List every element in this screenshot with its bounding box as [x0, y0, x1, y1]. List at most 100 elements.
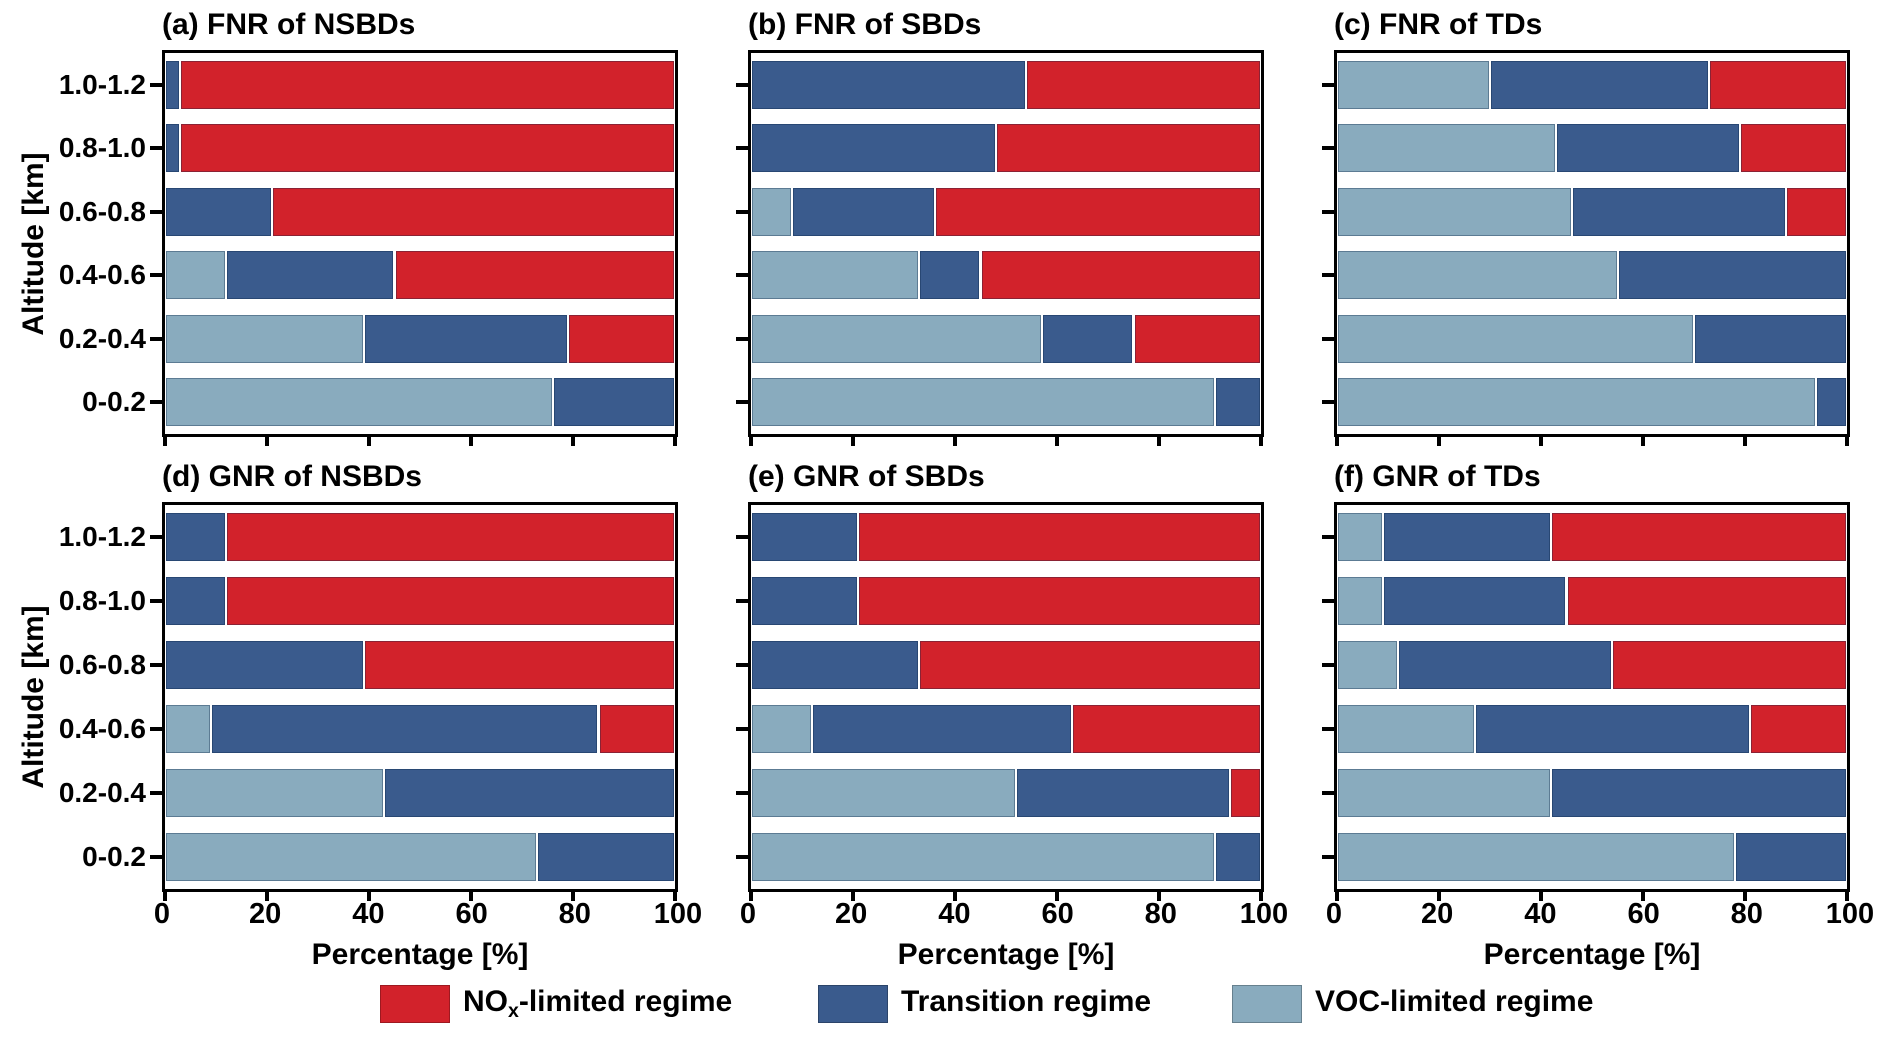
legend-label-voc: VOC-limited regime: [1315, 985, 1594, 1019]
bar-segment-voc: [1337, 832, 1735, 882]
x-axis-tick: [1055, 889, 1059, 901]
x-tick-label: 80: [1144, 898, 1177, 930]
x-tick-label: 20: [835, 898, 868, 930]
x-tick-label: 100: [1825, 898, 1875, 930]
x-axis-tick: [1335, 889, 1339, 901]
x-axis-tick: [1845, 434, 1849, 446]
stacked-bar-c-0-0.2: [1337, 377, 1847, 428]
altitude-label: 0.4-0.6: [58, 713, 146, 744]
y-axis-tick: [150, 209, 162, 214]
y-axis-tick: [150, 599, 162, 603]
x-axis-tick: [1539, 434, 1543, 446]
x-axis-tick: [1539, 889, 1543, 901]
bar-segment-nox: [1750, 704, 1847, 754]
bar-segment-transition: [1215, 377, 1261, 428]
x-axis-tick: [1259, 434, 1263, 446]
stacked-bar-b-0.8-1.0: [751, 123, 1261, 174]
x-axis-tick: [673, 434, 677, 446]
stacked-bar-c-0.6-0.8: [1337, 186, 1847, 237]
legend-swatch-nox: [380, 985, 450, 1023]
bar-segment-nox: [598, 704, 675, 754]
bar-segment-transition: [751, 576, 859, 626]
y-axis-tick: [1322, 791, 1334, 795]
x-tick-label: 40: [1524, 898, 1557, 930]
x-axis-tick: [953, 434, 957, 446]
bar-segment-transition: [165, 186, 273, 237]
stacked-bar-b-1.0-1.2: [751, 59, 1261, 110]
stacked-bar-e-1.0-1.2: [751, 512, 1261, 562]
y-axis-tick: [1322, 146, 1334, 151]
x-axis-tick: [1437, 889, 1441, 901]
bar-segment-nox: [934, 186, 1261, 237]
y-axis-tick: [1322, 82, 1334, 87]
stacked-bar-b-0.2-0.4: [751, 313, 1261, 364]
bar-segment-nox: [180, 123, 675, 174]
x-tick-label: 0: [1325, 898, 1343, 930]
bar-segment-nox: [1566, 576, 1847, 626]
y-axis-tick: [736, 727, 748, 731]
x-axis-tick: [1335, 434, 1339, 446]
bar-segment-nox: [1133, 313, 1261, 364]
bar-segment-transition: [751, 640, 920, 690]
y-axis-tick: [150, 82, 162, 87]
y-axis-tick: [736, 82, 748, 87]
bar-segment-voc: [1337, 186, 1572, 237]
y-axis-tick: [736, 599, 748, 603]
bar-segment-voc: [1337, 576, 1383, 626]
bar-segment-voc: [165, 377, 553, 428]
bar-segment-nox: [858, 576, 1261, 626]
y-axis-tick: [1322, 599, 1334, 603]
bar-segment-voc: [751, 832, 1216, 882]
stacked-bar-b-0.6-0.8: [751, 186, 1261, 237]
bar-segment-transition: [226, 250, 395, 301]
stacked-bar-f-0.8-1.0: [1337, 576, 1847, 626]
bar-segment-transition: [1490, 59, 1710, 110]
bar-segment-nox: [995, 123, 1261, 174]
chart-panel-gnr-sbds: [736, 502, 1264, 901]
y-axis-tick: [150, 535, 162, 539]
bar-segment-voc: [751, 704, 813, 754]
bar-segment-voc: [751, 250, 920, 301]
stacked-bar-b-0.4-0.6: [751, 250, 1261, 301]
x-axis-tick: [851, 889, 855, 901]
bar-segment-transition: [812, 704, 1073, 754]
panel-title-e: (e) GNR of SBDs: [748, 460, 985, 493]
y-axis-tick: [736, 663, 748, 667]
stacked-bar-d-1.0-1.2: [165, 512, 675, 562]
legend-item-transition: Transition regime: [818, 984, 1151, 1024]
chart-panel-fnr-sbds: [736, 50, 1264, 446]
bar-segment-transition: [1215, 832, 1261, 882]
stacked-bar-f-0.4-0.6: [1337, 704, 1847, 754]
stacked-bar-c-0.2-0.4: [1337, 313, 1847, 364]
altitude-label: 0.6-0.8: [58, 195, 146, 227]
bar-segment-nox: [1072, 704, 1261, 754]
x-axis-tick: [673, 889, 677, 901]
y-axis-tick: [150, 663, 162, 667]
x-tick-label: 80: [1730, 898, 1763, 930]
y-axis-tick: [736, 209, 748, 214]
bar-segment-transition: [1734, 832, 1847, 882]
altitude-label: 0.6-0.8: [58, 649, 146, 680]
legend-item-voc: VOC-limited regime: [1232, 984, 1593, 1024]
bar-segment-transition: [919, 250, 981, 301]
y-axis-tick: [150, 400, 162, 405]
altitude-label: 0.2-0.4: [58, 322, 146, 354]
chart-panel-gnr-nsbds: [150, 502, 678, 901]
y-axis-tick: [736, 336, 748, 341]
bar-segment-voc: [165, 250, 227, 301]
bar-segment-transition: [165, 576, 227, 626]
x-axis-tick: [1743, 889, 1747, 901]
bar-segment-voc: [1337, 512, 1383, 562]
x-axis-tick: [1641, 434, 1645, 446]
bar-segment-transition: [751, 59, 1027, 110]
legend-swatch-transition: [818, 985, 888, 1023]
x-axis-tick: [749, 434, 753, 446]
x-axis-tick: [163, 434, 167, 446]
bar-segment-transition: [1016, 768, 1231, 818]
y-axis-title-top: Altitude [km]: [17, 152, 50, 336]
bar-segment-nox: [919, 640, 1261, 690]
bar-segment-transition: [165, 640, 364, 690]
y-axis-tick: [736, 855, 748, 859]
x-axis-tick: [163, 889, 167, 901]
y-axis-tick: [1322, 727, 1334, 731]
